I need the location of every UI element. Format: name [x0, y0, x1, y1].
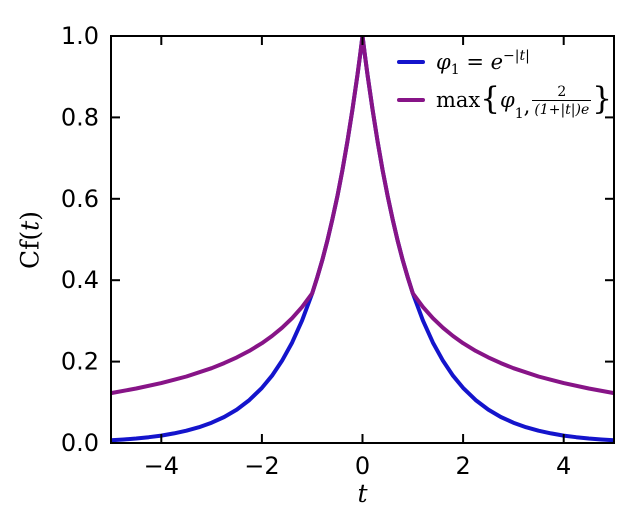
fraction-denominator: (1+|t|)e	[532, 100, 592, 119]
x-tick-label: 2	[455, 452, 470, 480]
fraction: 2 (1+|t|)e	[532, 84, 592, 119]
y-tick-label: 1.0	[61, 22, 99, 50]
y-tick-label: 0.8	[61, 103, 99, 131]
phi-subscript: 1	[450, 62, 460, 78]
y-axis-label-pre: Cf(	[15, 230, 45, 269]
phi-subscript: 1	[514, 105, 524, 122]
y-tick-label: 0.2	[61, 348, 99, 376]
y-tick-label: 0.6	[61, 185, 99, 213]
fraction-numerator: 2	[557, 84, 567, 100]
comma: ,	[523, 93, 531, 118]
legend-label-max: max{φ 1, 2 (1+|t|)e}	[436, 80, 612, 121]
x-axis-label: t	[357, 479, 368, 508]
x-tick-label: −4	[144, 452, 179, 480]
legend-swatch-max	[397, 98, 425, 103]
e-symbol: e	[490, 50, 504, 74]
legend-swatch-phi1	[397, 60, 425, 64]
exponent: −|t|	[503, 48, 530, 64]
y-axis-label: Cf(t)	[16, 211, 45, 269]
y-tick-label: 0.4	[61, 266, 99, 294]
phi-symbol: φ	[436, 50, 451, 74]
y-axis-label-post: )	[15, 211, 45, 221]
left-brace: {	[480, 80, 501, 117]
max-operator: max	[436, 88, 481, 113]
x-tick-label: −2	[244, 452, 279, 480]
x-tick-label: 4	[556, 452, 571, 480]
y-axis-label-var: t	[15, 220, 45, 231]
legend-entry-max: max{φ 1, 2 (1+|t|)e}	[397, 80, 612, 122]
phi-symbol: φ	[500, 88, 515, 113]
x-tick-label: 0	[355, 452, 370, 480]
right-brace: }	[592, 80, 612, 117]
equals-sign: =	[459, 50, 491, 74]
y-tick-label: 0.0	[61, 429, 99, 457]
